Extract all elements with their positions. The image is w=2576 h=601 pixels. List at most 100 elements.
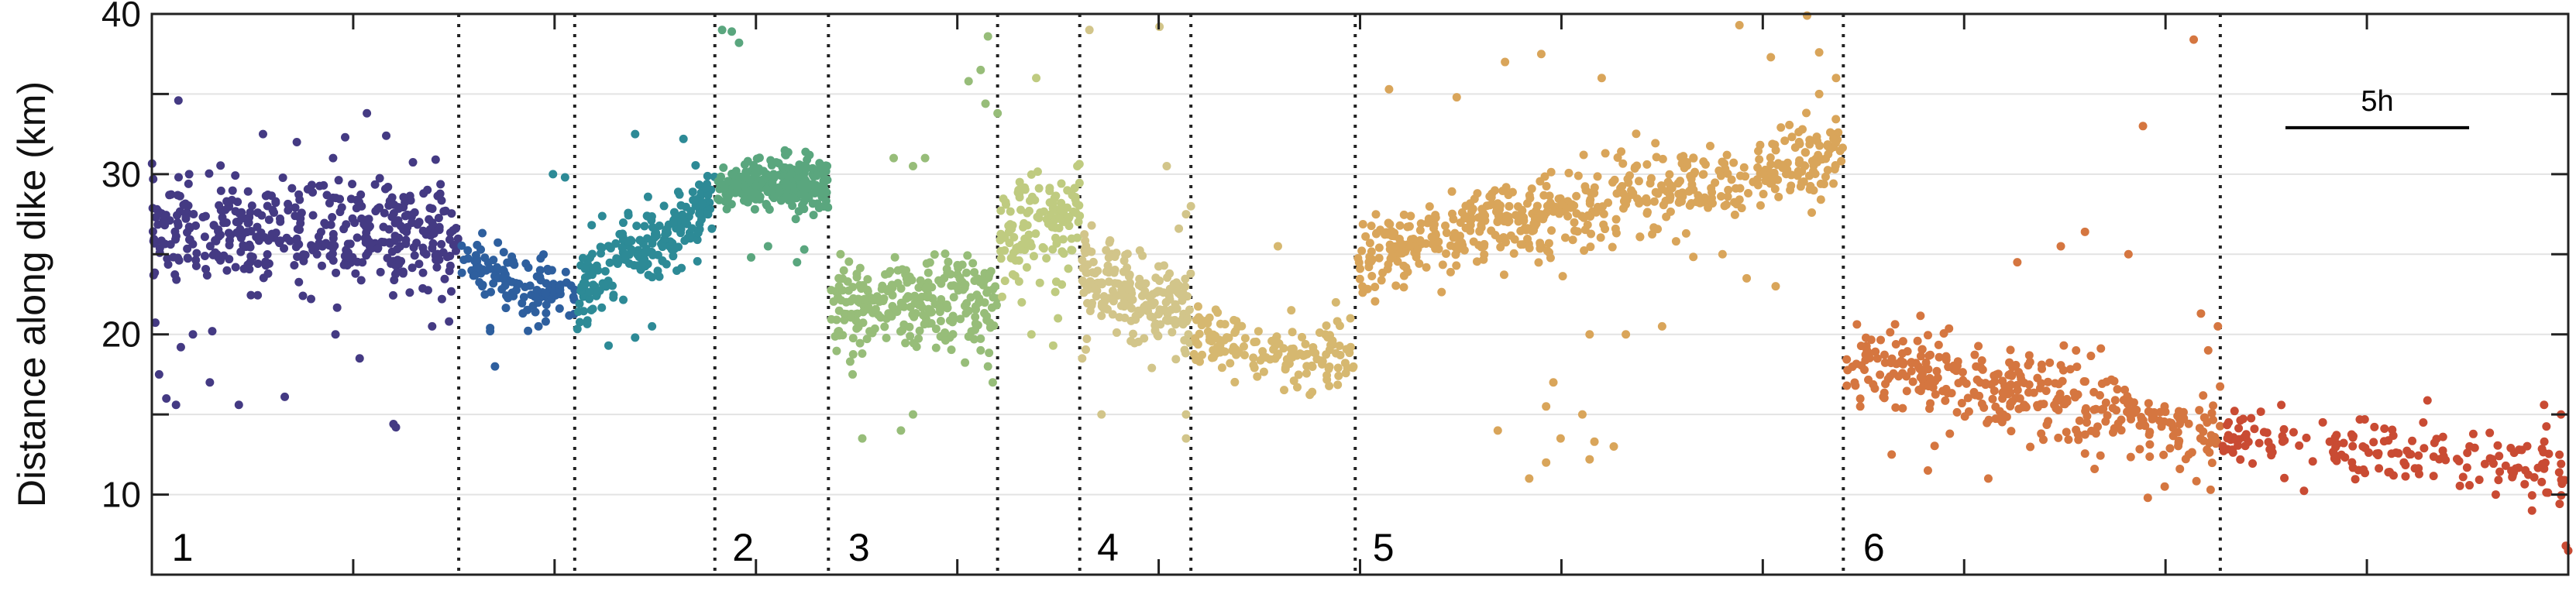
data-point xyxy=(418,284,427,293)
data-point xyxy=(436,190,445,198)
data-point xyxy=(1451,250,1460,259)
data-point xyxy=(1089,258,1098,266)
data-point xyxy=(322,191,331,199)
data-point-outlier xyxy=(428,322,436,331)
data-point xyxy=(1163,273,1171,282)
data-point xyxy=(953,261,961,270)
data-point xyxy=(1254,327,1263,335)
data-point xyxy=(1016,178,1024,187)
data-point xyxy=(996,230,1005,239)
data-point xyxy=(1181,349,1190,358)
data-point xyxy=(231,171,239,180)
data-point xyxy=(2485,428,2494,437)
data-point-outlier xyxy=(2013,258,2021,266)
data-point-outlier xyxy=(1771,282,1780,290)
data-point xyxy=(689,187,697,196)
data-point xyxy=(1696,199,1704,208)
data-point xyxy=(622,250,631,259)
data-point xyxy=(580,279,588,287)
data-point xyxy=(325,241,334,249)
data-point xyxy=(1078,264,1087,273)
data-point xyxy=(587,221,596,229)
data-point xyxy=(1591,184,1599,192)
data-point xyxy=(1545,239,1553,248)
data-point-outlier xyxy=(718,26,727,34)
data-point-outlier xyxy=(1984,474,1993,483)
data-point-outlier xyxy=(1856,402,1865,410)
data-point xyxy=(1007,254,1016,263)
data-point xyxy=(648,239,657,248)
data-point xyxy=(2502,462,2510,470)
data-point xyxy=(1525,194,1534,203)
data-point xyxy=(795,207,803,215)
data-point xyxy=(371,207,380,215)
data-point xyxy=(1504,191,1512,199)
data-point xyxy=(2057,361,2065,369)
data-point xyxy=(1574,172,1583,180)
data-point xyxy=(2555,451,2564,459)
data-point xyxy=(1121,251,1130,259)
data-point xyxy=(1612,229,1621,238)
data-point-outlier xyxy=(1054,314,1062,323)
data-point xyxy=(1536,210,1545,218)
data-point xyxy=(1040,244,1048,252)
data-point-outlier xyxy=(965,77,973,85)
data-point xyxy=(1057,180,1065,188)
data-point xyxy=(1528,184,1536,193)
data-point xyxy=(782,151,790,160)
data-point xyxy=(1088,222,1096,230)
data-point xyxy=(1110,269,1119,277)
data-point xyxy=(172,276,181,284)
data-point xyxy=(669,218,678,226)
data-point xyxy=(1972,362,1980,371)
data-point xyxy=(1398,240,1406,249)
data-point xyxy=(1372,229,1381,238)
data-point xyxy=(1014,188,1023,197)
data-point-outlier xyxy=(1556,434,1565,443)
data-point xyxy=(1165,292,1174,300)
data-point xyxy=(2289,428,2298,437)
data-point xyxy=(1334,372,1343,380)
data-point xyxy=(2260,428,2268,436)
data-point xyxy=(871,325,879,333)
data-point-outlier xyxy=(1181,434,1190,443)
data-point xyxy=(411,251,419,259)
data-point xyxy=(184,254,192,263)
data-point xyxy=(1439,260,1447,269)
data-point xyxy=(849,350,858,359)
data-point xyxy=(1371,210,1380,218)
data-point-outlier xyxy=(631,333,639,342)
data-point xyxy=(1948,389,1956,397)
segment-dividers xyxy=(459,14,2220,575)
data-point xyxy=(1797,182,1805,191)
data-point-outlier xyxy=(2196,309,2205,318)
data-point xyxy=(1776,123,1785,132)
data-point xyxy=(2280,474,2289,483)
data-point xyxy=(849,334,858,342)
data-point xyxy=(191,256,200,264)
data-point xyxy=(856,264,865,273)
data-point xyxy=(1216,320,1225,328)
data-point xyxy=(1332,349,1340,358)
data-point xyxy=(260,233,269,242)
data-point xyxy=(695,210,703,218)
data-point xyxy=(2102,399,2110,407)
data-point xyxy=(863,275,872,283)
data-point xyxy=(632,222,641,230)
data-point xyxy=(2319,418,2327,427)
data-point xyxy=(428,244,436,252)
data-point xyxy=(216,161,225,170)
data-point xyxy=(1507,232,1515,240)
data-point xyxy=(174,218,182,227)
data-point xyxy=(853,273,862,281)
data-point xyxy=(766,156,775,165)
data-point xyxy=(2209,401,2217,410)
data-point xyxy=(388,194,397,202)
data-point xyxy=(1280,386,1288,394)
data-point xyxy=(201,212,210,221)
data-point-outlier xyxy=(734,39,743,47)
data-point xyxy=(677,264,686,273)
data-point xyxy=(733,187,741,195)
data-point xyxy=(383,254,392,263)
data-point xyxy=(638,259,646,267)
